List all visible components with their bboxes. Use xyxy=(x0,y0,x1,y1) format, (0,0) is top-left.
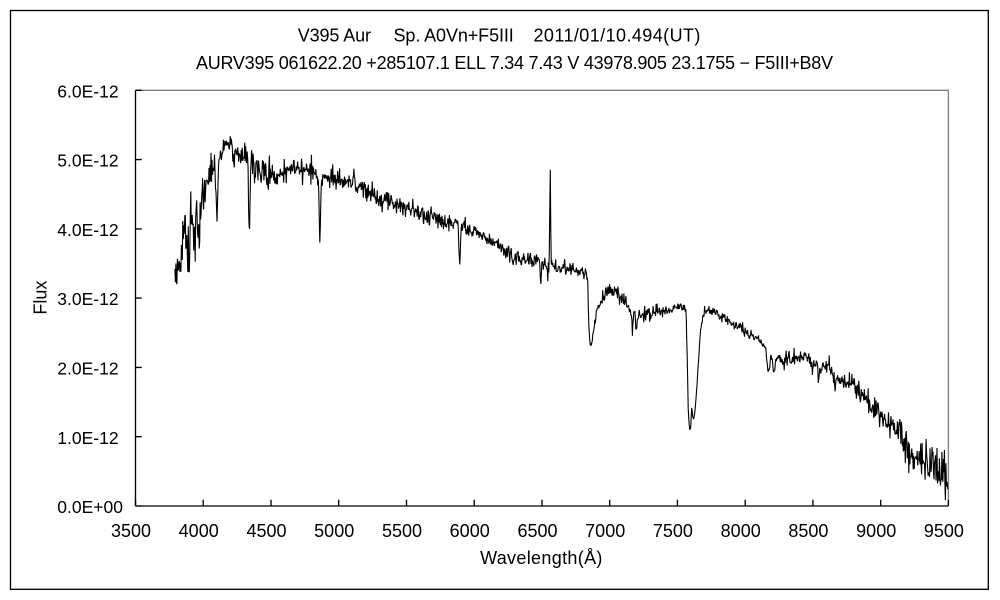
svg-text:V395 Aur: V395 Aur xyxy=(298,25,371,45)
svg-text:7000: 7000 xyxy=(585,521,625,541)
svg-text:4.0E-12: 4.0E-12 xyxy=(57,220,118,240)
svg-text:8000: 8000 xyxy=(721,521,761,541)
svg-text:5500: 5500 xyxy=(382,521,422,541)
svg-text:Flux: Flux xyxy=(31,281,51,315)
svg-text:1.0E-12: 1.0E-12 xyxy=(57,428,118,448)
svg-text:0.0E+00: 0.0E+00 xyxy=(57,497,123,517)
svg-text:3500: 3500 xyxy=(111,521,151,541)
svg-text:9000: 9000 xyxy=(856,521,896,541)
svg-text:4500: 4500 xyxy=(246,521,286,541)
svg-text:5000: 5000 xyxy=(314,521,354,541)
svg-text:AURV395 061622.20 +285107.1 EL: AURV395 061622.20 +285107.1 ELL 7.34 7.4… xyxy=(196,53,833,73)
svg-text:8500: 8500 xyxy=(788,521,828,541)
svg-text:2011/01/10.494(UT): 2011/01/10.494(UT) xyxy=(534,25,701,45)
svg-text:6000: 6000 xyxy=(450,521,490,541)
svg-text:5.0E-12: 5.0E-12 xyxy=(57,151,118,171)
svg-text:6500: 6500 xyxy=(517,521,557,541)
svg-text:2.0E-12: 2.0E-12 xyxy=(57,359,118,379)
svg-text:6.0E-12: 6.0E-12 xyxy=(57,81,118,101)
svg-text:Sp. A0Vn+F5III: Sp. A0Vn+F5III xyxy=(394,25,514,45)
svg-text:3.0E-12: 3.0E-12 xyxy=(57,289,118,309)
svg-text:7500: 7500 xyxy=(653,521,693,541)
svg-text:4000: 4000 xyxy=(179,521,219,541)
svg-text:Wavelength(Å): Wavelength(Å) xyxy=(480,548,603,568)
svg-text:9500: 9500 xyxy=(924,521,964,541)
